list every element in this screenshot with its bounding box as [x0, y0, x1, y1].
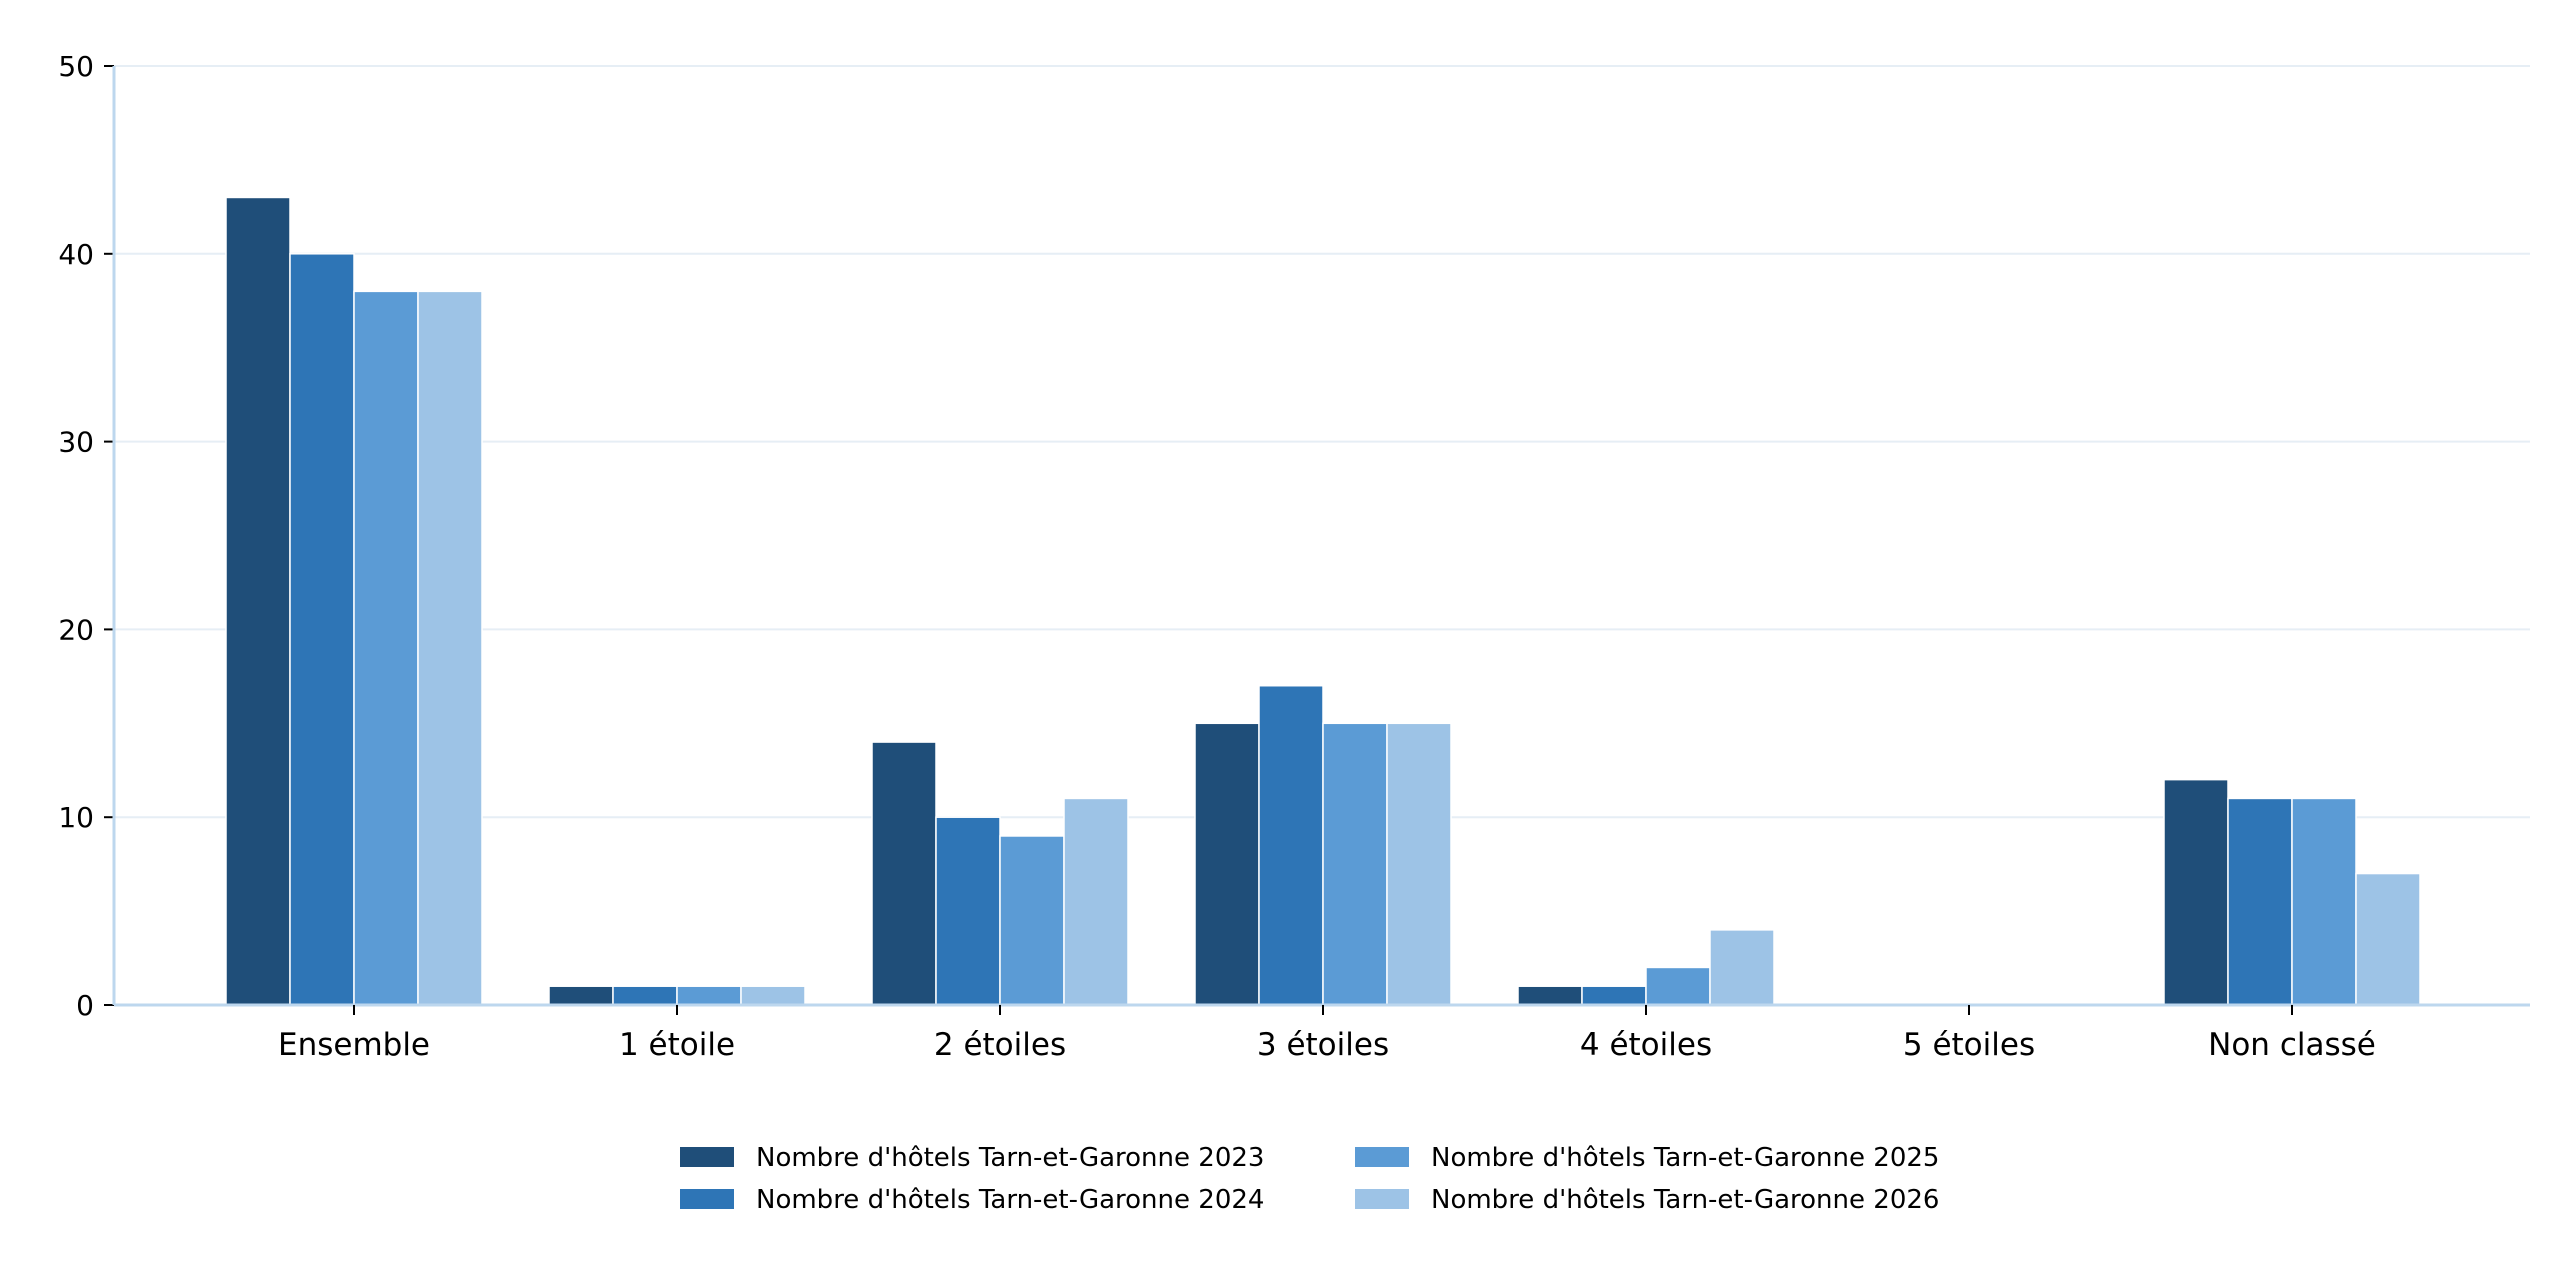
x-tick-label: 5 étoiles: [1903, 1027, 2035, 1063]
legend-label-3: Nombre d'hôtels Tarn-et-Garonne 2025: [1431, 1143, 1939, 1173]
bar-1-3: [871, 741, 937, 1006]
y-tick-label: 0: [76, 989, 94, 1022]
gridlines: [114, 65, 2530, 819]
y-tick-label: 20: [58, 613, 94, 646]
bar-3-5: [1645, 966, 1711, 1006]
y-tick-label: 40: [58, 238, 94, 271]
y-tick-label: 50: [58, 50, 94, 83]
x-tick-label: 1 étoile: [619, 1027, 735, 1063]
y-tick-label: 30: [58, 426, 94, 459]
bar-1-4: [1194, 722, 1260, 1006]
x-tick-label: Non classé: [2208, 1027, 2376, 1063]
bar-2-3: [935, 816, 1001, 1006]
legend-label-2: Nombre d'hôtels Tarn-et-Garonne 2024: [756, 1185, 1264, 1215]
bar-2-1: [289, 253, 355, 1006]
bar-2-4: [1258, 684, 1324, 1006]
bar-3-2: [676, 985, 742, 1006]
bar-2-7: [2227, 797, 2293, 1006]
legend-label-4: Nombre d'hôtels Tarn-et-Garonne 2026: [1431, 1185, 1939, 1215]
y-tick-label: 10: [58, 801, 94, 834]
legend-label-1: Nombre d'hôtels Tarn-et-Garonne 2023: [756, 1143, 1264, 1173]
bar-3-4: [1322, 722, 1388, 1006]
bar-4-1: [417, 290, 483, 1006]
bar-3-7: [2291, 797, 2357, 1006]
bar-1-5: [1517, 985, 1583, 1006]
bar-3-1: [353, 290, 419, 1006]
bar-2-2: [612, 985, 678, 1006]
bar-4-5: [1709, 929, 1775, 1006]
bar-4-4: [1386, 722, 1452, 1006]
x-tick-label: 3 étoiles: [1257, 1027, 1389, 1063]
bar-1-7: [2163, 778, 2229, 1006]
legend: Nombre d'hôtels Tarn-et-Garonne 2023 Nomb…: [680, 1143, 1939, 1215]
bar-1-2: [548, 985, 614, 1006]
bar-4-3: [1063, 797, 1129, 1006]
x-tick-label: 2 étoiles: [934, 1027, 1066, 1063]
legend-swatch-2: [680, 1189, 734, 1209]
legend-swatch-1: [680, 1147, 734, 1167]
legend-swatch-4: [1355, 1189, 1409, 1209]
bar-1-1: [225, 196, 291, 1006]
x-tick-label: Ensemble: [278, 1027, 430, 1063]
axes: 0 10 20 30 40 50 Ensemble 1 étoile 2 étoiles 3 ét…: [58, 50, 2530, 1063]
bar-4-2: [740, 985, 806, 1006]
bar-3-3: [999, 835, 1065, 1006]
bar-4-7: [2355, 872, 2421, 1006]
bar-2-5: [1581, 985, 1647, 1006]
legend-swatch-3: [1355, 1147, 1409, 1167]
bars: [225, 196, 2421, 1006]
x-tick-label: 4 étoiles: [1580, 1027, 1712, 1063]
